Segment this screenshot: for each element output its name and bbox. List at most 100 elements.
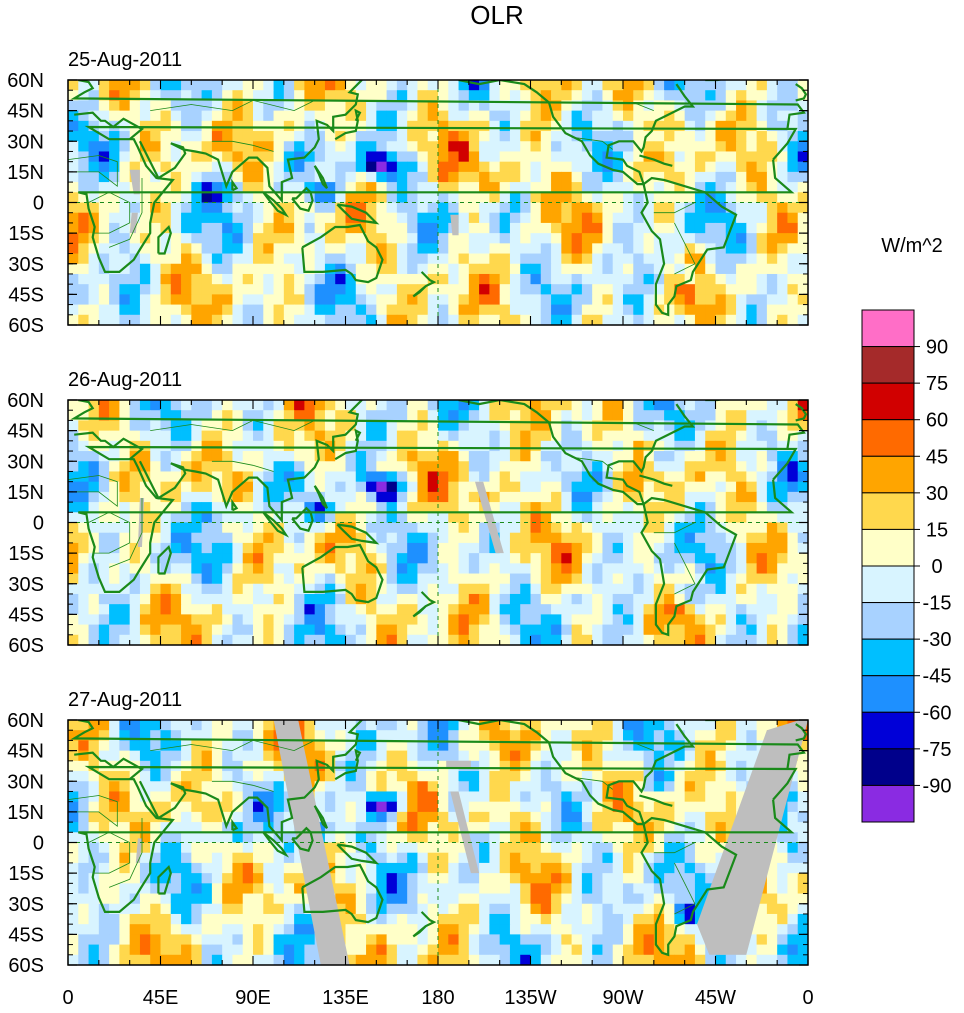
y-tick-label: 30N — [7, 451, 44, 473]
heatmap-cell — [407, 502, 418, 513]
heatmap-cell — [345, 263, 357, 275]
heatmap-cell — [715, 720, 727, 731]
heatmap-cell — [407, 532, 418, 544]
heatmap-cell — [68, 730, 79, 741]
heatmap-cell — [201, 604, 213, 615]
coastline-sameri — [640, 176, 738, 317]
heatmap-cell — [725, 461, 737, 472]
heatmap-cell — [232, 573, 244, 585]
heatmap-cell — [643, 461, 655, 472]
heatmap-cell — [201, 110, 213, 122]
heatmap-cell — [232, 522, 244, 534]
heatmap-cell — [314, 430, 326, 442]
heatmap-cell — [324, 852, 336, 864]
heatmap-cell — [119, 862, 131, 874]
heatmap-cell — [170, 284, 182, 295]
heatmap-cell — [602, 294, 614, 305]
heatmap-cell — [602, 440, 614, 452]
heatmap-cell — [468, 80, 480, 91]
heatmap-cell — [119, 400, 131, 411]
heatmap-cell — [129, 233, 141, 244]
heatmap-cell — [355, 90, 367, 101]
heatmap-cell — [468, 161, 480, 173]
heatmap-cell — [581, 842, 593, 854]
heatmap-cell — [232, 90, 244, 101]
heatmap-cell — [499, 532, 511, 544]
heatmap-cell — [129, 100, 141, 112]
heatmap-cell — [674, 294, 686, 305]
y-tick-label: 45N — [7, 421, 44, 443]
heatmap-cell — [273, 750, 285, 762]
heatmap-cell — [766, 502, 778, 513]
heatmap-cell — [448, 862, 459, 874]
heatmap-cell — [407, 573, 418, 585]
heatmap-cell — [181, 791, 192, 803]
heatmap-cell — [777, 502, 788, 513]
heatmap-cell — [139, 253, 151, 265]
heatmap-cell — [304, 294, 316, 305]
heatmap-cell — [725, 410, 737, 421]
heatmap-cell — [736, 120, 747, 132]
heatmap-cell — [253, 151, 264, 163]
heatmap-cell — [479, 811, 490, 823]
heatmap-cell — [438, 593, 449, 605]
heatmap-cell — [674, 771, 686, 782]
heatmap-cell — [366, 243, 377, 254]
heatmap-cell — [715, 263, 727, 275]
border-line — [88, 191, 131, 234]
heatmap-cell — [376, 90, 388, 101]
heatmap-cell — [653, 522, 665, 534]
heatmap-cell — [633, 532, 644, 544]
heatmap-cell — [304, 222, 316, 234]
heatmap-cell — [561, 202, 573, 214]
heatmap-cell — [664, 771, 675, 782]
heatmap-cell — [376, 304, 388, 316]
heatmap-cell — [777, 151, 788, 163]
heatmap-cell — [139, 624, 151, 636]
heatmap-cell — [530, 263, 542, 275]
heatmap-cell — [150, 110, 161, 122]
heatmap-cell — [263, 750, 274, 762]
heatmap-cell — [150, 100, 161, 112]
heatmap-cell — [366, 563, 377, 574]
heatmap-cell — [664, 614, 675, 625]
heatmap-cell — [386, 740, 398, 752]
heatmap-cell — [674, 182, 686, 193]
heatmap-cell — [68, 233, 79, 244]
heatmap-cell — [170, 451, 182, 462]
heatmap-cell — [705, 750, 716, 762]
heatmap-cell — [396, 294, 408, 305]
heatmap-cell — [766, 80, 778, 91]
heatmap-cell — [294, 161, 305, 173]
heatmap-cell — [386, 791, 398, 803]
heatmap-cell — [499, 862, 511, 874]
heatmap-cell — [725, 263, 737, 275]
heatmap-cell — [396, 522, 408, 534]
border-line — [108, 178, 143, 248]
heatmap-cell — [160, 304, 172, 316]
heatmap-cell — [253, 791, 264, 803]
heatmap-cell — [633, 192, 644, 203]
heatmap-cell — [109, 791, 120, 803]
heatmap-cell — [674, 624, 686, 636]
heatmap-cell — [787, 471, 799, 483]
heatmap-cell — [407, 852, 418, 864]
heatmap-cell — [797, 161, 808, 173]
heatmap-cell — [345, 304, 357, 316]
heatmap-cell — [705, 202, 716, 214]
heatmap-cell — [674, 862, 686, 874]
coastline-carib — [639, 474, 673, 487]
heatmap-cell — [736, 573, 747, 585]
heatmap-cell — [602, 624, 614, 636]
heatmap-cell — [170, 90, 182, 101]
coastline-europe — [70, 400, 806, 450]
heatmap-cell — [448, 771, 459, 782]
heatmap-cell — [324, 161, 336, 173]
heatmap-cell — [314, 471, 326, 483]
heatmap-cell — [571, 771, 583, 782]
heatmap-cell — [520, 284, 531, 295]
heatmap-cell — [623, 573, 634, 585]
heatmap-cell — [684, 781, 696, 792]
heatmap-cell — [520, 852, 531, 864]
heatmap-cell — [181, 512, 192, 523]
